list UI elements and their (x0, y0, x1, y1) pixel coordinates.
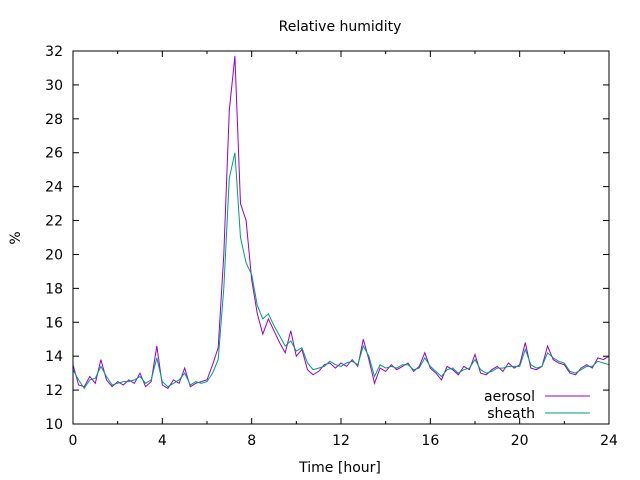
legend-label-sheath: sheath (487, 406, 535, 422)
y-tick-label: 30 (45, 78, 63, 94)
y-tick-label: 24 (45, 180, 63, 196)
legend-label-aerosol: aerosol (484, 389, 535, 405)
y-tick-label: 14 (45, 349, 63, 365)
y-tick-label: 16 (45, 315, 63, 331)
x-tick-label: 4 (158, 433, 167, 449)
y-tick-label: 10 (45, 417, 63, 433)
series-line-sheath (72, 152, 610, 390)
plot-border (72, 50, 610, 425)
series-line-aerosol (72, 56, 610, 390)
x-axis-label: Time [hour] (298, 460, 381, 476)
y-tick-label: 12 (45, 383, 63, 399)
y-tick-label: 26 (45, 146, 63, 162)
y-tick-label: 22 (45, 214, 63, 230)
y-axis-label: % (8, 231, 24, 244)
x-tick-label: 8 (247, 433, 256, 449)
x-tick-label: 0 (69, 433, 78, 449)
chart-title: Relative humidity (279, 19, 402, 35)
y-tick-label: 32 (45, 44, 63, 60)
x-tick-label: 12 (332, 433, 350, 449)
y-tick-label: 28 (45, 112, 63, 128)
x-tick-label: 24 (600, 433, 618, 449)
y-tick-label: 18 (45, 281, 63, 297)
y-tick-label: 20 (45, 247, 63, 263)
x-tick-label: 16 (421, 433, 439, 449)
x-tick-label: 20 (511, 433, 529, 449)
